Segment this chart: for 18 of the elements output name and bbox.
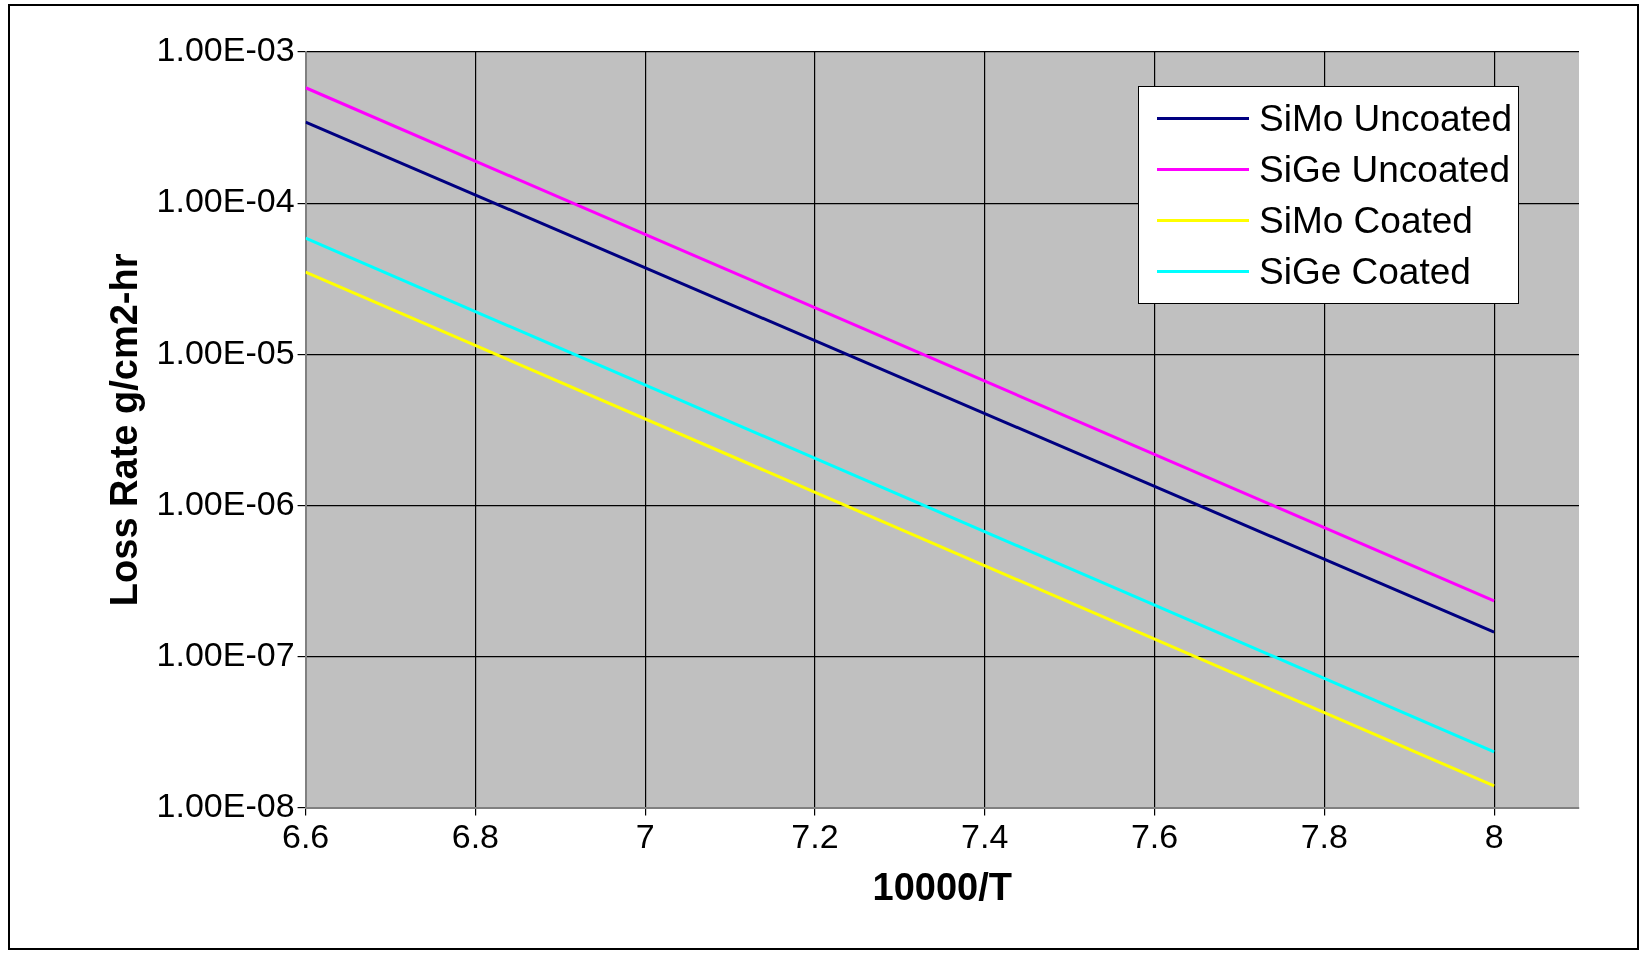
x-tick-label: 6.8: [451, 817, 500, 856]
legend-label: SiMo Uncoated: [1259, 97, 1512, 141]
legend-label: SiGe Uncoated: [1259, 148, 1510, 192]
x-tick-label: 7.6: [1130, 817, 1179, 856]
x-tick-label: 7.8: [1300, 817, 1348, 856]
y-tick-label: 1.00E-07: [156, 634, 295, 673]
y-axis-title: Loss Rate g/cm2-hr: [103, 253, 146, 607]
y-tick-label: 1.00E-06: [156, 483, 295, 522]
x-axis-title: 10000/T: [872, 865, 1013, 908]
x-tick-label: 8: [1484, 817, 1504, 856]
x-tick-label: 7.4: [961, 817, 1009, 856]
y-tick-label: 1.00E-05: [156, 332, 295, 371]
y-tick-label: 1.00E-03: [156, 30, 295, 69]
y-tick-label: 1.00E-04: [156, 181, 295, 220]
legend-label: SiMo Coated: [1259, 199, 1473, 243]
x-tick-label: 7: [635, 817, 655, 856]
legend-label: SiGe Coated: [1259, 250, 1471, 294]
x-tick-label: 7.2: [791, 817, 839, 856]
